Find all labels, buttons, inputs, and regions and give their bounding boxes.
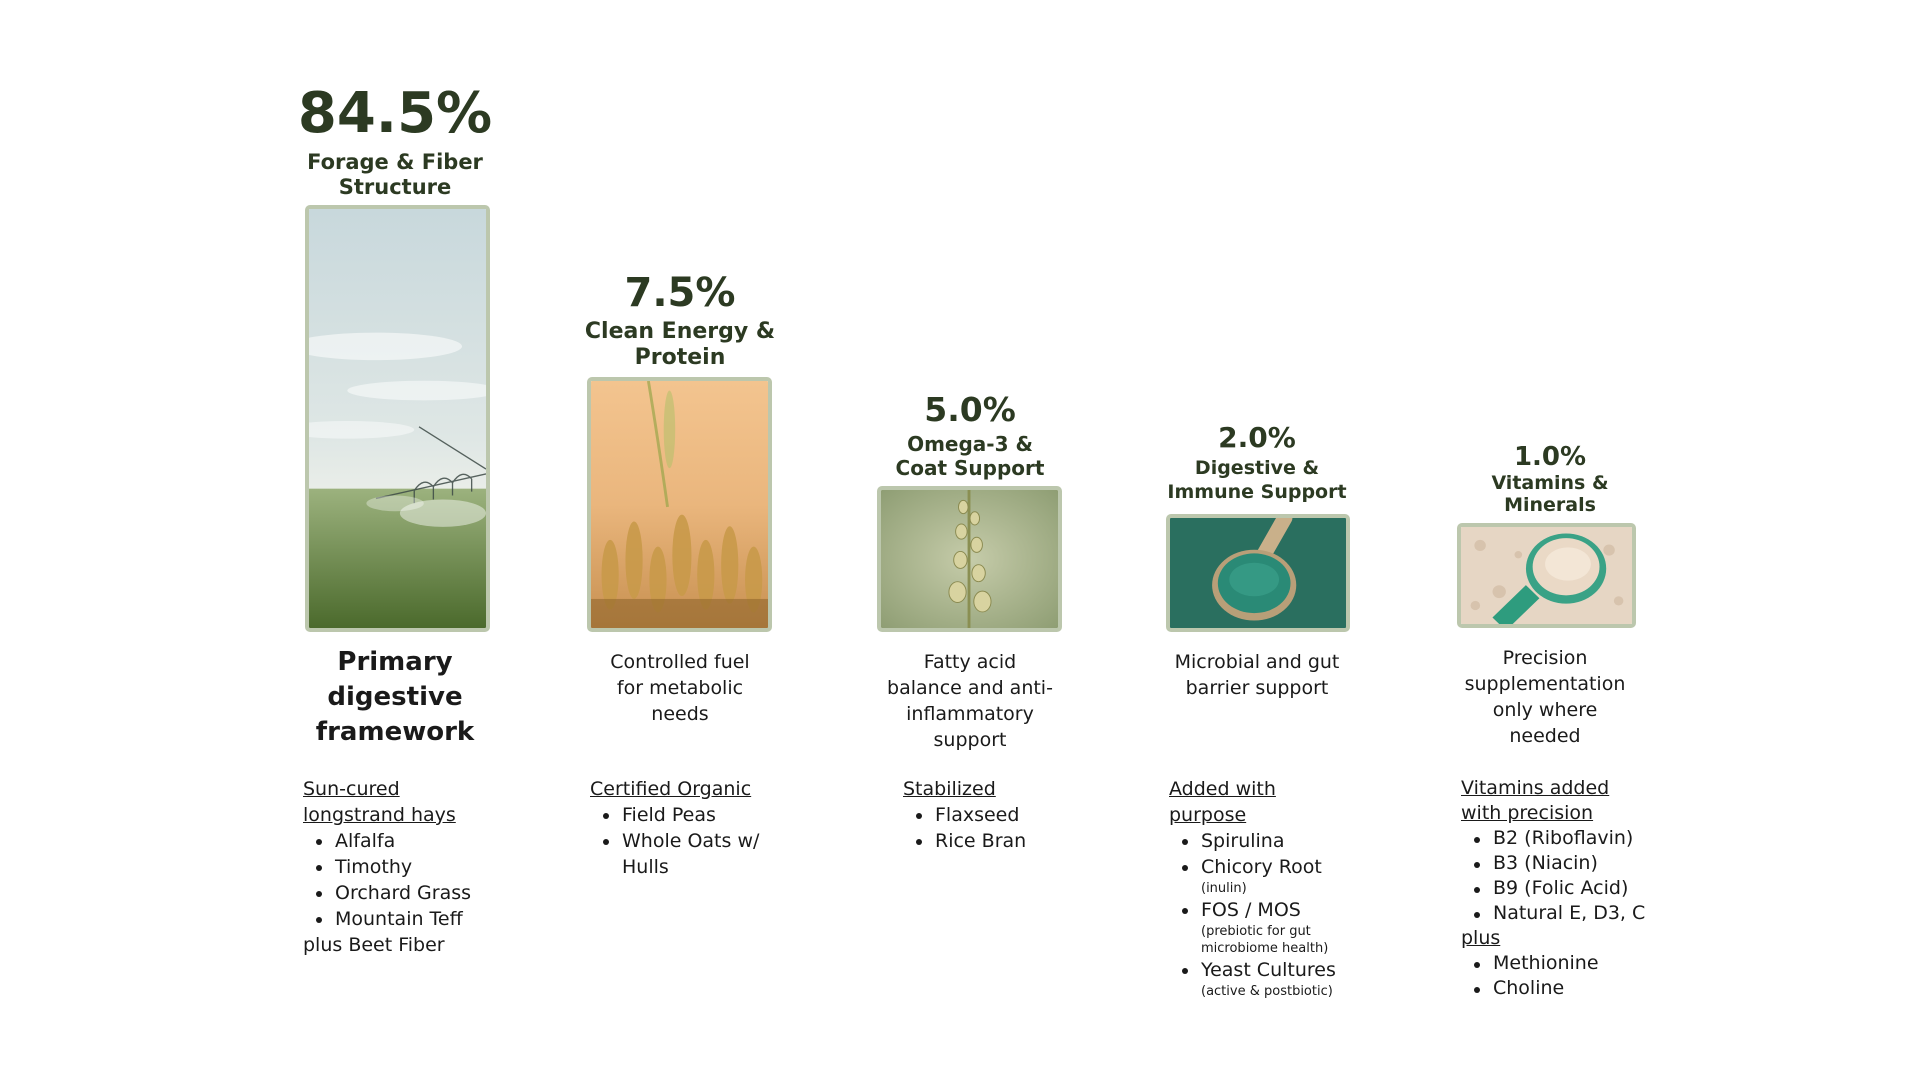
list-item: Chicory Root (inulin)	[1169, 854, 1379, 897]
ingredient-list: Stabilized Flaxseed Rice Bran	[903, 776, 1083, 854]
bar-label-group-4: 2.0% Digestive & Immune Support	[1152, 424, 1362, 505]
list-item-note: (active & postbiotic)	[1201, 984, 1333, 999]
bar-image-wheat-field	[587, 377, 772, 632]
value-label: 7.5%	[624, 270, 736, 316]
list-item: Field Peas	[590, 802, 800, 828]
bar-image-flaxseed-plant	[877, 486, 1062, 632]
list-item: Natural E, D3, C	[1461, 901, 1661, 926]
list-item: Choline	[1461, 976, 1661, 1001]
value-label: 5.0%	[924, 390, 1016, 429]
list-item: FOS / MOS (prebiotic for gut microbiome h…	[1169, 897, 1379, 957]
list-item: Yeast Cultures (active & postbiotic)	[1169, 957, 1379, 1000]
category-label: Clean Energy & Protein	[584, 319, 776, 371]
bar-image-irrigated-field	[305, 205, 490, 632]
value-label: 84.5%	[297, 81, 493, 146]
bar-label-group-2: 7.5% Clean Energy & Protein	[575, 273, 785, 372]
list-item: Flaxseed	[903, 802, 1083, 828]
bar-label-group-5: 1.0% Vitamins & Minerals	[1445, 444, 1655, 517]
list-heading: Stabilized	[903, 778, 996, 800]
list-item: B9 (Folic Acid)	[1461, 876, 1661, 901]
ingredient-list: Certified Organic Field Peas Whole Oats …	[590, 776, 800, 880]
list-subheading: plus	[1461, 927, 1501, 949]
bar-image-mineral-powder-scoop	[1457, 523, 1636, 628]
bar-description: Controlled fuel for metabolic needs	[610, 651, 750, 725]
list-item: Whole Oats w/Hulls	[590, 828, 800, 880]
list-item-note: (inulin)	[1201, 881, 1247, 896]
ingredient-list: Vitamins added with precision B2 (Ribofla…	[1461, 776, 1661, 1001]
list-item: Alfalfa	[303, 828, 503, 854]
list-item: B3 (Niacin)	[1461, 851, 1661, 876]
list-item-note: (prebiotic for gut microbiome health)	[1201, 924, 1329, 956]
list-heading: Certified Organic	[590, 778, 752, 800]
bar-description: Primary digestive framework	[315, 647, 475, 747]
value-label: 1.0%	[1513, 442, 1587, 472]
bar-description: Precision supplementation only where nee…	[1464, 647, 1626, 747]
ingredient-list: Sun-cured longstrand hays Alfalfa Timothy…	[303, 776, 503, 958]
category-label: Digestive & Immune Support	[1167, 457, 1347, 503]
list-item: Spirulina	[1169, 828, 1379, 854]
bar-label-group-1: 84.5% Forage & Fiber Structure	[290, 86, 500, 200]
list-item: Timothy	[303, 854, 503, 880]
list-heading: Added with purpose	[1169, 778, 1276, 826]
category-label: Forage & Fiber Structure	[307, 150, 483, 200]
bar-description: Microbial and gut barrier support	[1174, 651, 1340, 699]
list-item: Rice Bran	[903, 828, 1083, 854]
list-item: B2 (Riboflavin)	[1461, 826, 1661, 851]
bar-label-group-3: 5.0% Omega-3 & Coat Support	[865, 393, 1075, 480]
list-heading: Vitamins added with precision	[1461, 777, 1610, 824]
category-label: Omega-3 & Coat Support	[895, 432, 1045, 480]
bar-description: Fatty acid balance and anti- inflammator…	[887, 651, 1053, 751]
bar-image-spirulina-spoon	[1166, 514, 1350, 632]
list-footer: plus Beet Fiber	[303, 934, 445, 956]
list-item: Methionine	[1461, 951, 1661, 976]
category-label: Vitamins & Minerals	[1491, 472, 1609, 516]
list-item: Mountain Teff	[303, 906, 503, 932]
list-item: Orchard Grass	[303, 880, 503, 906]
value-label: 2.0%	[1218, 421, 1296, 454]
list-heading: Sun-cured longstrand hays	[303, 778, 456, 826]
ingredient-list: Added with purpose Spirulina Chicory Root…	[1169, 776, 1379, 1000]
